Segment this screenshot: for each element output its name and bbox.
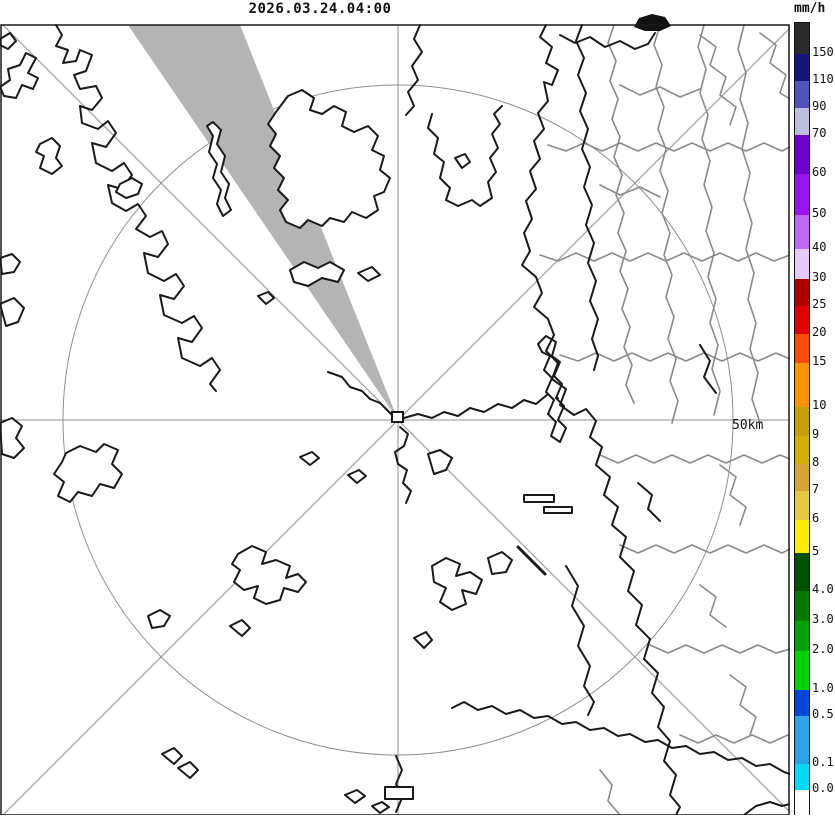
legend-segment — [795, 174, 809, 215]
legend-tick-label: 30 — [812, 270, 827, 284]
legend-tick-label: 40 — [812, 240, 827, 254]
legend-tick-label: 25 — [812, 297, 827, 311]
legend-segment — [795, 764, 809, 790]
landmark-blob — [634, 14, 671, 31]
legend-segment — [795, 407, 809, 436]
legend-segment — [795, 716, 809, 764]
map-frame — [0, 24, 790, 815]
legend-tick-label: 150 — [812, 45, 834, 59]
legend-segment — [795, 591, 809, 621]
legend-tick-label: 0.5 — [812, 707, 834, 721]
legend-tick-label: 9 — [812, 427, 820, 441]
legend-tick-label: 60 — [812, 165, 827, 179]
legend-segment — [795, 334, 809, 363]
legend-segment — [795, 520, 809, 553]
legend-segment — [795, 621, 809, 651]
legend-tick-label: 7 — [812, 482, 820, 496]
legend-tick-label: 8 — [812, 455, 820, 469]
radar-map: 50km — [0, 13, 790, 815]
legend-segment — [795, 54, 809, 81]
legend-segment — [795, 279, 809, 306]
title-bar: 2026.03.24.04:00 mm/h — [0, 0, 835, 25]
coastlines — [0, 24, 790, 815]
legend-tick-label: 0.1 — [812, 755, 834, 769]
beam-blockage-wedge — [128, 25, 398, 420]
legend-tick-label: 3.0 — [812, 612, 834, 626]
legend-labels: 150 110 90 70 60 50 40 30 25 20 15 10 9 8 7 6 5 4.0 3.0 2.0… — [812, 22, 835, 815]
legend-segment — [795, 135, 809, 174]
legend-tick-label: 20 — [812, 325, 827, 339]
legend-segment — [795, 436, 809, 464]
legend-tick-label: 1.0 — [812, 681, 834, 695]
legend-segment — [795, 651, 809, 690]
legend-tick-label: 10 — [812, 398, 827, 412]
legend-segment — [795, 690, 809, 716]
legend-tick-label: 90 — [812, 99, 827, 113]
legend-tick-label: 6 — [812, 511, 820, 525]
legend-segment — [795, 464, 809, 491]
timestamp-label: 2026.03.24.04:00 — [248, 1, 392, 17]
municipal-boundaries — [539, 24, 790, 815]
legend-segment — [795, 108, 809, 135]
radar-center-marker — [391, 411, 404, 423]
legend-segment — [795, 215, 809, 249]
legend-tick-label: 5 — [812, 544, 820, 558]
legend-unit-label: mm/h — [794, 1, 826, 16]
legend-segment — [795, 790, 809, 816]
legend-segment — [795, 491, 809, 520]
legend-segment — [795, 249, 809, 279]
legend-segment — [795, 23, 809, 54]
legend-segment — [795, 306, 809, 334]
legend-tick-label: 70 — [812, 126, 827, 140]
range-label: 50km — [732, 418, 763, 433]
legend-tick-label: 50 — [812, 206, 827, 220]
legend-tick-label: 2.0 — [812, 642, 834, 656]
legend-tick-label: 15 — [812, 354, 827, 368]
legend-segment — [795, 81, 809, 108]
legend-segment — [795, 553, 809, 591]
legend-segment — [795, 363, 809, 407]
legend-tick-label: 110 — [812, 72, 834, 86]
legend-tick-label: 0.0 — [812, 781, 834, 795]
legend-tick-label: 4.0 — [812, 582, 834, 596]
legend-bar — [794, 22, 810, 816]
radar-map-svg: 50km — [0, 14, 790, 815]
